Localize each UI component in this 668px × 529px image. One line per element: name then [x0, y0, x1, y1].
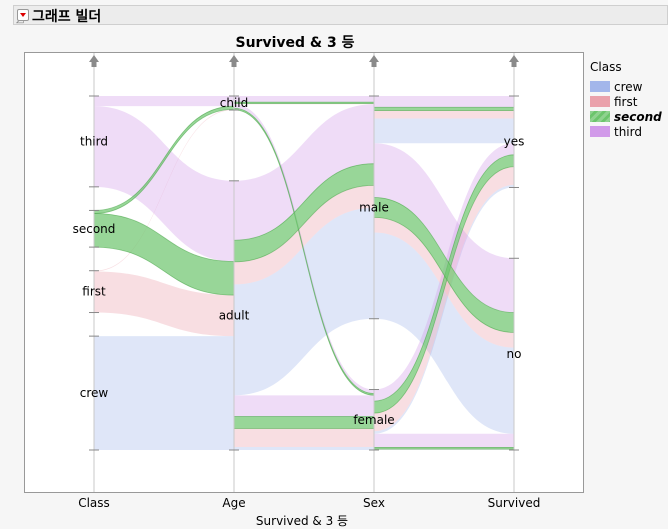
- axis-label-class: Class: [78, 496, 110, 510]
- header-title: 그래프 빌더: [32, 9, 102, 25]
- category-label-no: no: [507, 347, 522, 361]
- move-axis-arrow-icon[interactable]: [509, 55, 519, 67]
- legend-item-crew[interactable]: crew: [590, 79, 662, 94]
- category-label-first: first: [82, 285, 106, 299]
- ribbon-crew-adult-male[interactable]: [234, 207, 374, 396]
- ribbon-crew-female-yes[interactable]: [374, 184, 514, 434]
- category-label-third: third: [80, 134, 108, 148]
- legend-label: second: [614, 109, 662, 124]
- ribbon-crew-male-no[interactable]: [374, 232, 514, 434]
- category-label-child: child: [220, 96, 249, 110]
- legend-label: third: [614, 124, 642, 139]
- ribbon-second-child-male[interactable]: [233, 101, 375, 104]
- legend-swatch: [590, 126, 610, 137]
- ribbon-second-female-no[interactable]: [373, 447, 515, 450]
- ribbon-first-male-yes[interactable]: [374, 110, 514, 119]
- ribbon-third-female-no[interactable]: [374, 433, 514, 448]
- legend-label: crew: [614, 79, 643, 94]
- axis-label-age: Age: [222, 496, 245, 510]
- x-axis-title: Survived & 3 등: [255, 514, 349, 528]
- legend-swatch: [590, 96, 610, 107]
- category-label-crew: crew: [80, 386, 109, 400]
- ribbon-crew-adult-female[interactable]: [234, 447, 374, 450]
- ribbon-third-adult-female[interactable]: [234, 395, 374, 417]
- legend: Class crew first second third: [590, 60, 662, 139]
- legend-swatch: [590, 81, 610, 92]
- chart-title: Survived & 3 등: [235, 35, 355, 51]
- ribbon-first-female-yes[interactable]: [374, 166, 514, 432]
- ribbon-third-child-male[interactable]: [234, 96, 374, 103]
- ribbon-first-first-adult[interactable]: [94, 271, 234, 337]
- ribbon-crew-male-yes[interactable]: [374, 118, 514, 144]
- ribbon-third-third-adult[interactable]: [94, 106, 234, 262]
- legend-title: Class: [590, 60, 622, 74]
- category-label-yes: yes: [504, 135, 525, 149]
- ribbon-third-child-female[interactable]: [234, 104, 374, 394]
- category-label-male: male: [359, 200, 389, 214]
- ribbon-third-male-no[interactable]: [374, 143, 514, 313]
- legend-swatch: [590, 111, 610, 122]
- graph-builder-header: ◿ 그래프 빌더: [13, 5, 668, 25]
- red-triangle-menu-button[interactable]: [17, 9, 29, 21]
- highlighted-ribbons: [93, 101, 515, 450]
- category-label-female: female: [353, 413, 394, 427]
- legend-item-third[interactable]: third: [590, 124, 662, 139]
- ribbon-third-adult-male[interactable]: [234, 104, 374, 241]
- legend-item-first[interactable]: first: [590, 94, 662, 109]
- axis-label-sex: Sex: [363, 496, 385, 510]
- ribbon-first-adult-female[interactable]: [234, 428, 374, 448]
- category-label-second: second: [73, 222, 116, 236]
- move-axis-arrow-icon[interactable]: [369, 55, 379, 67]
- ribbon-first-adult-male[interactable]: [234, 185, 374, 285]
- ribbon-second-male-yes[interactable]: [373, 106, 515, 111]
- category-label-adult: adult: [219, 308, 250, 322]
- move-axis-arrow-icon[interactable]: [229, 55, 239, 67]
- move-axis-arrow-icon[interactable]: [89, 55, 99, 67]
- ribbon-third-male-yes[interactable]: [374, 96, 514, 108]
- axis-label-survived: Survived: [488, 496, 541, 510]
- ribbon-first-first-child[interactable]: [94, 109, 234, 272]
- ribbon-crew-crew-adult[interactable]: [94, 336, 234, 450]
- legend-item-second[interactable]: second: [590, 109, 662, 124]
- ribbon-third-third-child[interactable]: [94, 96, 234, 107]
- legend-label: first: [614, 94, 638, 109]
